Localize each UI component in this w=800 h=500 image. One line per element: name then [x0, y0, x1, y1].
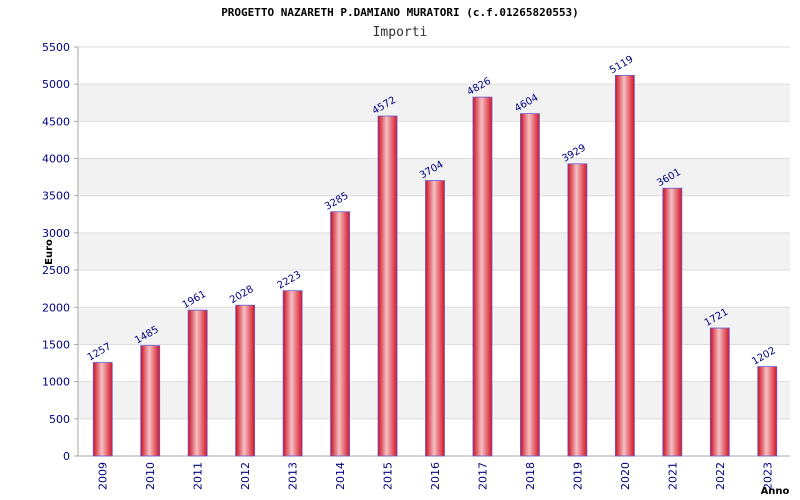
x-tick-label-2019: 2019	[571, 462, 584, 490]
bar-2010	[140, 345, 161, 457]
bar-2018	[520, 113, 540, 457]
x-tick-label-2010: 2010	[144, 462, 157, 490]
value-label-2023: 1202	[750, 345, 778, 367]
y-tick-label: 3500	[42, 190, 70, 203]
bar-2017	[472, 96, 493, 457]
bar-2019	[567, 163, 588, 457]
chart-title: PROGETTO NAZARETH P.DAMIANO MURATORI (c.…	[221, 6, 579, 19]
y-tick-label: 0	[63, 450, 70, 463]
x-tick-label-2021: 2021	[666, 462, 679, 490]
y-tick-label: 4000	[42, 153, 70, 166]
bars	[92, 74, 778, 457]
y-tick-label: 5500	[42, 41, 70, 54]
bar-2013	[282, 290, 303, 457]
y-tick-label: 1500	[42, 338, 70, 351]
bar-2009	[92, 362, 113, 457]
x-tick-label-2022: 2022	[714, 462, 727, 490]
y-tick-label: 500	[49, 413, 70, 426]
x-tick-label-2013: 2013	[287, 462, 300, 490]
bar-2020	[614, 74, 635, 457]
bar-2021	[662, 187, 683, 457]
x-axis-label: Anno	[761, 486, 790, 497]
x-tick-label-2023: 2023	[761, 462, 774, 490]
x-tick-label-2016: 2016	[429, 462, 442, 490]
x-tick-label-2018: 2018	[524, 462, 537, 490]
x-tick-label-2014: 2014	[334, 462, 347, 490]
bar-2012	[235, 304, 256, 457]
y-axis-ticks: 0 500 1000 1500 2000 2500 3000 3500 4000 4500 5000…	[42, 41, 78, 463]
chart-subtitle: Importi	[372, 25, 428, 40]
band	[78, 84, 790, 122]
bar-2011	[187, 309, 208, 457]
value-label-2020: 5119	[608, 54, 636, 76]
y-tick-label: 5000	[42, 78, 70, 91]
bar-2022	[709, 327, 730, 457]
y-tick-label: 2500	[42, 264, 70, 277]
y-axis-label: Euro	[44, 239, 55, 265]
bar-2015	[377, 115, 398, 457]
x-tick-label-2020: 2020	[619, 462, 632, 490]
x-axis-ticks: 2009 2010 2011 2012 2013 2014 2015 2016 2017 2018…	[97, 462, 775, 490]
bar-2023	[757, 366, 778, 457]
value-label-2013: 2223	[276, 269, 304, 291]
y-tick-label: 3000	[42, 227, 70, 240]
value-label-2012: 2028	[228, 284, 256, 306]
x-tick-label-2017: 2017	[476, 462, 489, 490]
x-tick-label-2015: 2015	[382, 462, 395, 490]
bar-2014	[330, 211, 350, 457]
y-tick-label: 4500	[42, 115, 70, 128]
y-tick-label: 2000	[42, 301, 70, 314]
y-tick-label: 1000	[42, 376, 70, 389]
bar-2016	[425, 180, 445, 457]
x-tick-label-2011: 2011	[192, 462, 205, 490]
x-tick-label-2012: 2012	[239, 462, 252, 490]
x-tick-label-2009: 2009	[97, 462, 110, 490]
